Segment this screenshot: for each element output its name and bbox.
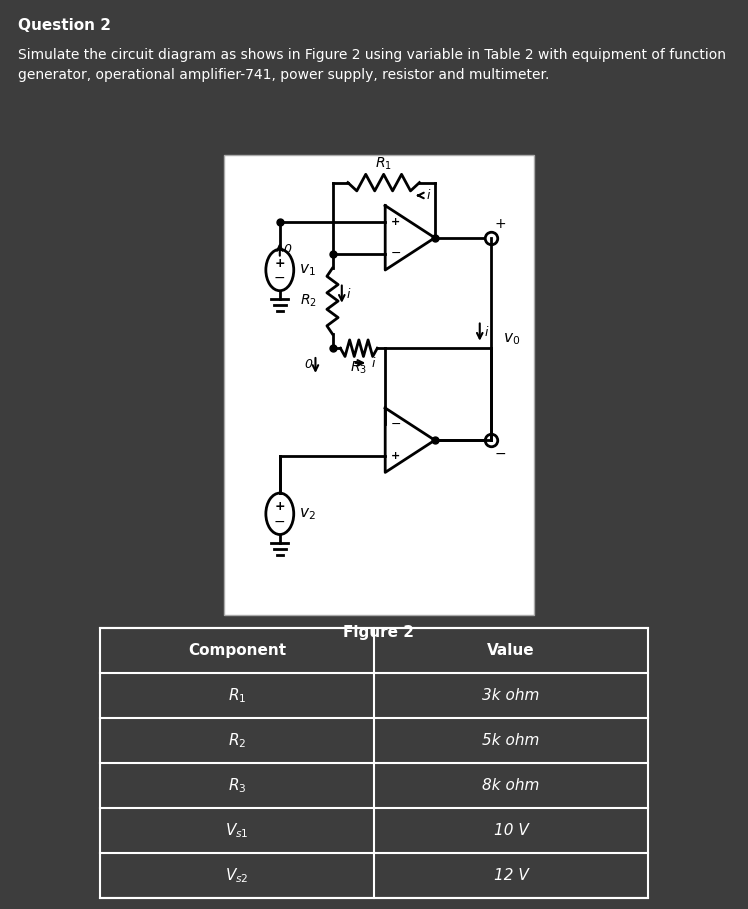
Text: −: − (494, 447, 506, 461)
Text: 5k ohm: 5k ohm (482, 733, 540, 748)
Text: $V_{s1}$: $V_{s1}$ (225, 821, 249, 840)
Text: +: + (275, 256, 285, 270)
Text: $R_2$: $R_2$ (228, 731, 246, 750)
Text: $i$: $i$ (346, 287, 351, 301)
Text: $i$: $i$ (426, 188, 431, 203)
Text: 0: 0 (304, 358, 313, 371)
Text: −: − (274, 515, 286, 529)
Text: +: + (494, 217, 506, 231)
Text: $v_1$: $v_1$ (299, 262, 316, 278)
Text: +: + (275, 500, 285, 514)
Bar (100, 628, 648, 898)
Text: $R_3$: $R_3$ (350, 360, 367, 376)
Text: $v_2$: $v_2$ (299, 506, 316, 522)
Text: Simulate the circuit diagram as shows in Figure 2 using variable in Table 2 with: Simulate the circuit diagram as shows in… (18, 48, 726, 82)
Text: Figure 2: Figure 2 (343, 625, 414, 640)
Text: $i$: $i$ (371, 356, 377, 370)
Text: −: − (274, 271, 286, 285)
Text: +: + (390, 451, 400, 461)
Text: $v_0$: $v_0$ (503, 331, 520, 347)
Text: 0: 0 (283, 243, 292, 255)
Text: $R_1$: $R_1$ (375, 156, 392, 173)
Text: Question 2: Question 2 (18, 18, 111, 33)
Text: $R_2$: $R_2$ (300, 293, 317, 309)
Text: $R_1$: $R_1$ (228, 686, 246, 704)
Text: 8k ohm: 8k ohm (482, 778, 540, 793)
Bar (224, 155, 534, 615)
Text: −: − (390, 417, 401, 431)
Text: 3k ohm: 3k ohm (482, 688, 540, 703)
Text: $V_{s2}$: $V_{s2}$ (225, 866, 249, 884)
Text: −: − (390, 247, 401, 260)
Text: $R_3$: $R_3$ (227, 776, 246, 794)
Text: 10 V: 10 V (494, 823, 528, 838)
Text: Component: Component (188, 643, 286, 658)
Text: Value: Value (487, 643, 535, 658)
Text: +: + (390, 216, 400, 226)
Text: 12 V: 12 V (494, 868, 528, 883)
Text: $i$: $i$ (484, 325, 489, 339)
